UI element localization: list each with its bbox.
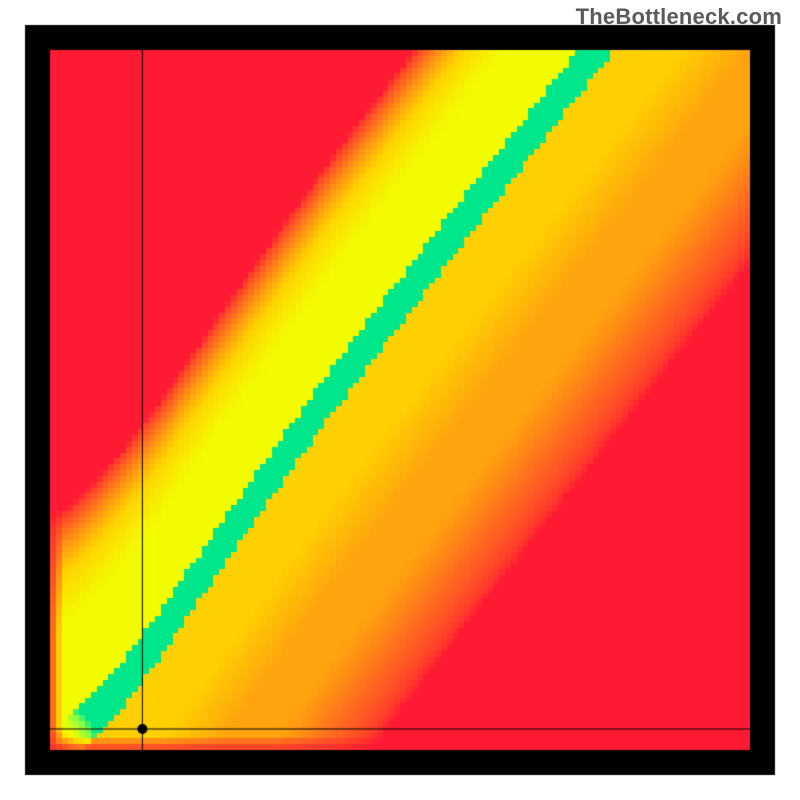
bottleneck-heatmap xyxy=(0,0,800,800)
watermark-text: TheBottleneck.com xyxy=(576,4,782,30)
chart-container: TheBottleneck.com xyxy=(0,0,800,800)
